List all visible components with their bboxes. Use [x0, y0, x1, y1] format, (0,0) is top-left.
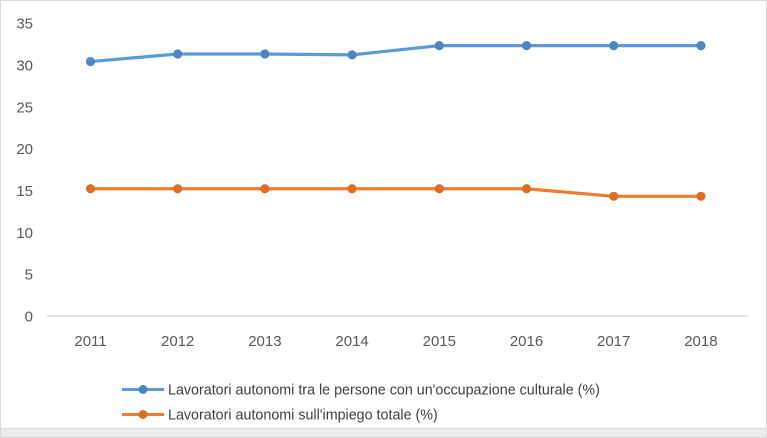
data-point [173, 49, 183, 59]
data-point [609, 191, 619, 201]
data-point [696, 41, 706, 51]
data-point [173, 184, 183, 194]
x-tick-label: 2014 [335, 333, 368, 350]
x-tick-label: 2012 [161, 333, 194, 350]
data-point [521, 41, 532, 51]
data-point [260, 184, 270, 194]
y-tick-label: 30 [16, 57, 33, 74]
y-tick-label: 20 [16, 141, 33, 158]
y-tick-label: 0 [25, 309, 33, 326]
data-point [434, 184, 444, 194]
series-line-0 [88, 44, 703, 64]
y-tick-label: 5 [25, 267, 33, 284]
line-chart: 0 5 10 15 20 25 30 35 2011 2012 2013 2014 2015 2016 20… [16, 16, 748, 424]
data-point [85, 184, 96, 194]
x-tick-label: 2017 [597, 333, 630, 350]
y-tick-label: 10 [16, 225, 33, 242]
legend-label-cultural: Lavoratori autonomi tra le persone con u… [168, 383, 600, 399]
y-tick-label: 25 [16, 99, 33, 116]
x-tick-label: 2016 [510, 333, 543, 350]
data-point [347, 50, 357, 60]
legend-marker-dot [138, 385, 148, 394]
x-tick-label: 2013 [248, 333, 281, 350]
data-point [696, 191, 706, 201]
data-point [260, 49, 270, 59]
y-tick-label: 35 [16, 16, 33, 33]
window-edge [1, 428, 766, 437]
x-tick-label: 2015 [423, 333, 456, 350]
y-tick-label: 15 [16, 183, 33, 200]
data-point [434, 41, 444, 51]
legend-label-total: Lavoratori autonomi sull'impiego totale … [168, 408, 438, 424]
data-point [85, 56, 96, 67]
data-point [347, 184, 357, 194]
data-point [521, 184, 532, 194]
legend-marker-dot [138, 410, 148, 419]
data-point [609, 41, 619, 51]
x-tick-label: 2011 [74, 333, 106, 350]
x-tick-label: 2018 [684, 333, 717, 350]
series-line-1 [88, 187, 703, 198]
plot-area: 0 5 10 15 20 25 30 35 2011 2012 2013 2014 2015 2016 20… [16, 16, 748, 419]
